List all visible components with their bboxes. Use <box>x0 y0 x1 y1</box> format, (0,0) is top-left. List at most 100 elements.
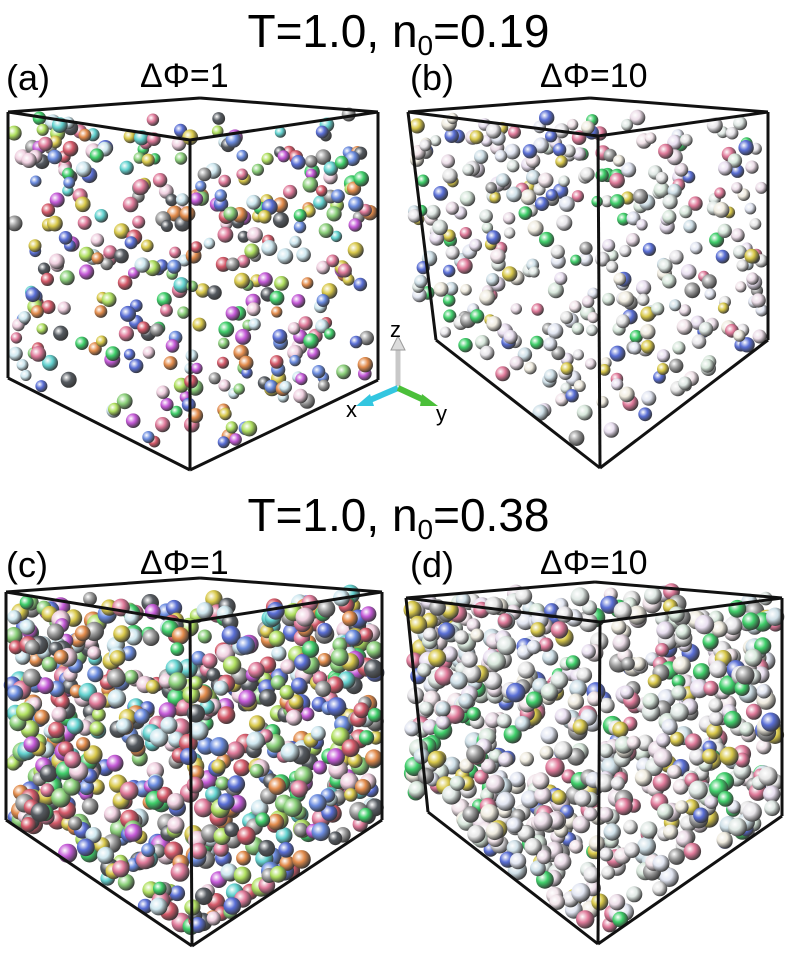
particle <box>428 649 447 668</box>
axis-label-x: x <box>346 397 357 422</box>
particle <box>409 615 428 634</box>
particle <box>489 192 501 204</box>
particle <box>280 742 300 763</box>
particle <box>269 865 287 883</box>
particle <box>246 302 261 317</box>
particle <box>694 614 715 635</box>
particle <box>684 733 702 751</box>
particle <box>224 822 240 838</box>
particle <box>520 189 537 206</box>
box-edge <box>7 96 201 114</box>
particle <box>167 259 182 274</box>
particle <box>146 113 160 126</box>
particle <box>486 316 502 332</box>
particle <box>76 737 91 752</box>
particle <box>119 160 134 175</box>
particle <box>30 802 50 822</box>
particle <box>530 622 546 638</box>
particle <box>689 748 706 765</box>
particle <box>543 337 558 352</box>
particle <box>621 118 634 131</box>
particle <box>559 196 575 212</box>
box-edge <box>589 96 769 114</box>
particle <box>547 323 564 339</box>
particle <box>601 865 616 880</box>
particle <box>591 893 609 911</box>
particle <box>47 149 63 165</box>
particle <box>404 721 420 737</box>
particle <box>530 335 544 350</box>
particle <box>62 167 75 181</box>
particle <box>423 627 437 642</box>
particle <box>217 356 229 369</box>
particle <box>616 314 630 329</box>
particle <box>655 643 669 657</box>
particle <box>113 625 131 643</box>
particle <box>58 231 73 245</box>
particle <box>656 733 671 748</box>
particle <box>107 689 127 708</box>
particle <box>519 751 534 767</box>
particle <box>205 590 223 608</box>
particle <box>158 702 177 721</box>
particle <box>179 206 196 222</box>
box-edge <box>597 110 769 138</box>
particle <box>744 648 763 667</box>
particle <box>147 775 164 791</box>
particle <box>445 201 459 215</box>
particle <box>688 196 703 211</box>
particle <box>680 264 697 280</box>
particle <box>653 181 670 198</box>
particle <box>583 807 598 822</box>
particle <box>68 816 83 831</box>
particle <box>479 209 493 223</box>
particle <box>354 779 372 796</box>
particle <box>678 304 692 317</box>
particle <box>30 305 44 319</box>
particle <box>238 355 254 371</box>
particle <box>57 301 71 315</box>
particle <box>124 669 139 685</box>
axis-label-z: z <box>390 317 401 342</box>
particle <box>725 126 739 140</box>
particle <box>671 685 687 701</box>
particle <box>554 853 572 871</box>
particle <box>528 266 540 278</box>
particle <box>334 155 349 170</box>
particle <box>481 758 496 774</box>
particle <box>302 177 319 193</box>
particle <box>119 781 139 801</box>
particle <box>545 130 558 143</box>
particle <box>481 222 494 234</box>
particle <box>94 305 108 318</box>
particle <box>345 151 360 167</box>
particle <box>540 683 558 701</box>
particle <box>42 354 58 371</box>
particle <box>417 767 435 785</box>
particle <box>730 164 745 178</box>
particle <box>525 691 543 709</box>
particle <box>653 748 673 768</box>
particle <box>620 685 634 700</box>
particle <box>326 206 342 222</box>
particle <box>249 715 266 732</box>
particle <box>218 174 231 188</box>
particle <box>598 806 614 823</box>
particle <box>79 264 95 280</box>
particle <box>683 842 702 861</box>
particle <box>326 254 340 268</box>
particle <box>485 123 502 139</box>
particle <box>626 886 643 903</box>
particle <box>661 718 678 735</box>
particle <box>466 744 485 764</box>
particle <box>459 190 476 207</box>
particle <box>526 640 541 655</box>
particle <box>342 610 358 627</box>
particle <box>294 654 311 671</box>
particle <box>317 653 332 667</box>
particle <box>615 797 633 816</box>
particle <box>745 703 762 720</box>
particle <box>761 712 781 732</box>
particle <box>19 595 34 610</box>
particle <box>669 731 685 747</box>
